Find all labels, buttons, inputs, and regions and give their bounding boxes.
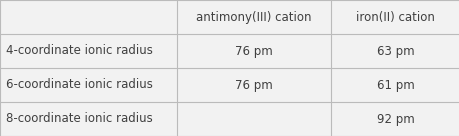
Text: 76 pm: 76 pm [235, 78, 273, 92]
Text: 61 pm: 61 pm [376, 78, 414, 92]
Text: 63 pm: 63 pm [376, 44, 414, 58]
Text: antimony(III) cation: antimony(III) cation [196, 10, 311, 24]
Text: 4-coordinate ionic radius: 4-coordinate ionic radius [6, 44, 152, 58]
Text: 8-coordinate ionic radius: 8-coordinate ionic radius [6, 112, 152, 126]
Text: 76 pm: 76 pm [235, 44, 273, 58]
Text: 92 pm: 92 pm [376, 112, 414, 126]
Text: iron(II) cation: iron(II) cation [355, 10, 434, 24]
Text: 6-coordinate ionic radius: 6-coordinate ionic radius [6, 78, 152, 92]
